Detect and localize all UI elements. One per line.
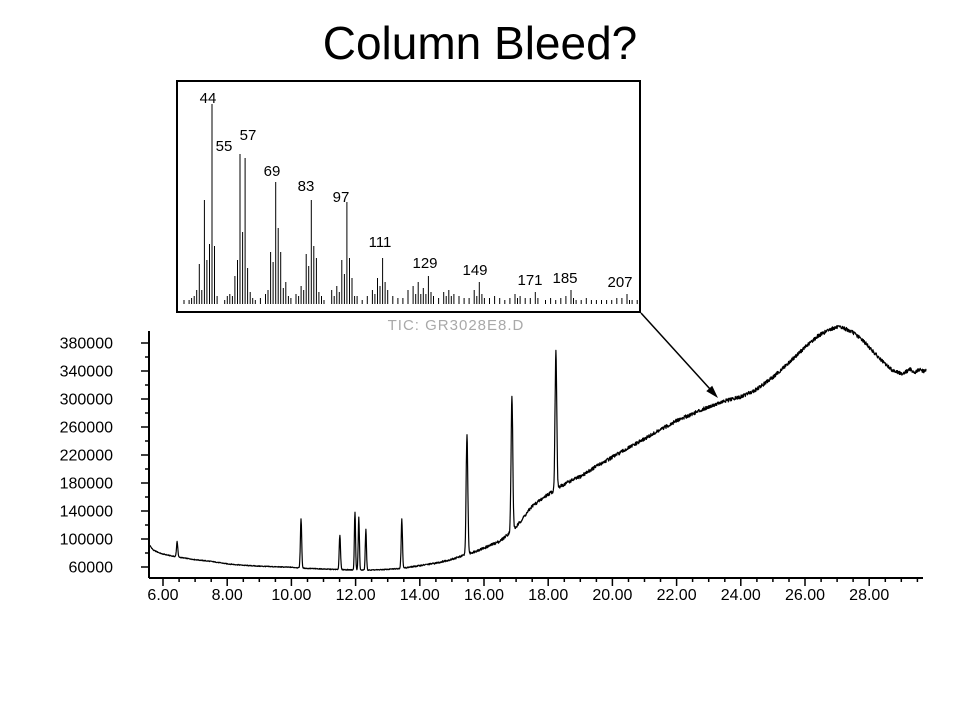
- spectrum-peak-label: 171: [517, 272, 542, 289]
- y-axis-tick-label: 180000: [60, 476, 113, 493]
- y-axis-tick-label: 60000: [69, 560, 114, 577]
- spectrum-peak-label: 149: [462, 262, 487, 279]
- x-axis-tick-label: 14.00: [400, 587, 440, 604]
- mass-spectrum-plot: 44 55 57 69 83 97 111 129 149 171 185 207: [183, 90, 638, 304]
- y-axis-tick-label: 260000: [60, 420, 113, 437]
- x-axis-tick-label: 6.00: [147, 587, 178, 604]
- x-axis-tick-label: 10.00: [271, 587, 311, 604]
- y-axis-tick-label: 340000: [60, 364, 113, 381]
- spectrum-peak-label: 83: [298, 178, 315, 195]
- spectrum-peak-label: 55: [216, 138, 233, 155]
- spectrum-peak-label: 69: [264, 163, 281, 180]
- inset-pointer-arrow: [640, 312, 718, 398]
- x-axis-tick-label: 28.00: [849, 587, 889, 604]
- x-axis-tick-label: 22.00: [657, 587, 697, 604]
- x-axis-tick-label: 16.00: [464, 587, 504, 604]
- x-axis-tick-label: 24.00: [721, 587, 761, 604]
- spectrum-peak-label: 44: [200, 90, 217, 107]
- mass-spectrum-peak-labels: 44 55 57 69 83 97 111 129 149 171 185 207: [200, 90, 633, 291]
- spectrum-peak-label: 129: [412, 255, 437, 272]
- spectrum-peak-label: 97: [333, 189, 350, 206]
- x-axis-tick-label: 8.00: [212, 587, 243, 604]
- y-axis-tick-label: 300000: [60, 392, 113, 409]
- x-axis-tick-label: 18.00: [528, 587, 568, 604]
- mass-spectrum-inset: 44 55 57 69 83 97 111 129 149 171 185 207: [176, 80, 641, 313]
- mass-spectrum-sticks: [183, 104, 638, 304]
- x-axis-tick-label: 12.00: [336, 587, 376, 604]
- y-axis-tick-label: 140000: [60, 504, 113, 521]
- y-axis-tick-label: 100000: [60, 532, 113, 549]
- slide-title: Column Bleed?: [322, 17, 638, 69]
- x-axis-tick-label: 26.00: [785, 587, 825, 604]
- axes: 60000 100000 140000 180000 220000 260000 30000…: [60, 331, 923, 604]
- spectrum-peak-label: 185: [552, 270, 577, 287]
- x-axis-tick-label: 20.00: [592, 587, 632, 604]
- tic-trace: [148, 325, 927, 571]
- y-axis-tick-label: 380000: [60, 336, 113, 353]
- arrow-head: [706, 385, 718, 398]
- spectrum-peak-label: 207: [607, 274, 632, 291]
- spectrum-peak-label: 57: [240, 127, 257, 144]
- spectrum-peak-label: 111: [369, 234, 392, 251]
- y-axis-tick-label: 220000: [60, 448, 113, 465]
- arrow-shaft: [640, 312, 711, 390]
- tic-run-label: TIC: GR3028E8.D: [387, 317, 525, 334]
